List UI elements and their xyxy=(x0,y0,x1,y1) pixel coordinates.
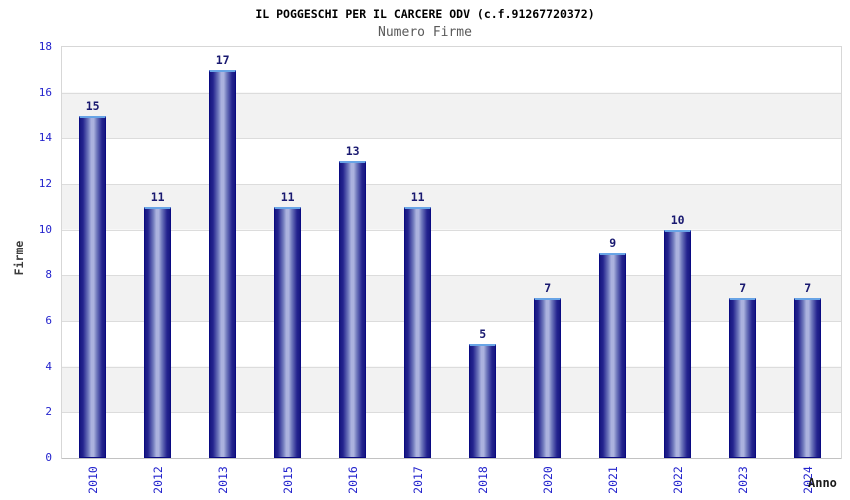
x-tick-text: 2013 xyxy=(215,466,230,494)
bar-2010 xyxy=(79,115,107,458)
x-tick-label-2017: 2017 xyxy=(408,462,428,498)
bar-value-label: 13 xyxy=(345,144,360,159)
gridline-y-8 xyxy=(62,275,841,277)
chart-subtitle: Numero Firme xyxy=(378,25,472,40)
x-tick-label-2018: 2018 xyxy=(473,462,493,498)
gridline-y-6 xyxy=(62,321,841,322)
y-tick-label: 2 xyxy=(45,405,52,419)
gridline-y-2 xyxy=(62,412,841,414)
bar-2022 xyxy=(664,229,692,458)
x-tick-text: 2018 xyxy=(475,466,490,494)
bar-2021 xyxy=(599,252,627,458)
x-tick-text: 2010 xyxy=(85,466,100,494)
gridline-y-10 xyxy=(62,229,841,231)
x-tick-text: 2017 xyxy=(410,466,425,494)
bar-2013 xyxy=(209,69,237,458)
x-tick-text: 2021 xyxy=(605,466,620,494)
y-tick-label: 6 xyxy=(45,314,52,327)
bar-2012 xyxy=(144,206,172,458)
gridline-y-14 xyxy=(62,138,841,140)
bar-value-label: 11 xyxy=(410,189,425,204)
x-tick-text: 2012 xyxy=(150,466,165,494)
bar-value-label: 15 xyxy=(85,98,100,113)
x-tick-text: 2016 xyxy=(345,466,360,494)
gridline-y-16 xyxy=(62,92,841,94)
bar-2023 xyxy=(729,298,757,458)
x-tick-label-2012: 2012 xyxy=(148,462,168,498)
bar-2016 xyxy=(339,161,367,458)
x-tick-label-2010: 2010 xyxy=(83,462,103,498)
gridline-y-4 xyxy=(62,366,841,368)
x-tick-label-2021: 2021 xyxy=(603,462,623,498)
x-tick-label-2013: 2013 xyxy=(213,462,233,498)
x-axis-title: Anno xyxy=(808,476,837,490)
x-tick-text: 2020 xyxy=(540,466,555,494)
x-tick-text: 2015 xyxy=(280,466,295,494)
bar-value-label: 11 xyxy=(150,189,165,204)
bar-value-label: 7 xyxy=(739,281,747,296)
y-tick-label: 16 xyxy=(38,85,52,99)
y-tick-label: 10 xyxy=(38,222,52,236)
x-tick-label-2023: 2023 xyxy=(733,462,753,498)
y-tick-label: 4 xyxy=(45,359,52,373)
y-tick-label: 14 xyxy=(38,131,52,145)
y-tick-label: 8 xyxy=(45,268,52,282)
y-tick-label: 0 xyxy=(45,451,52,464)
chart-title: IL POGGESCHI PER IL CARCERE ODV (c.f.912… xyxy=(255,7,595,21)
bar-value-label: 9 xyxy=(609,235,617,250)
bar-2018 xyxy=(469,343,497,458)
x-axis-baseline xyxy=(62,458,841,459)
bar-value-label: 5 xyxy=(479,326,487,341)
bar-value-label: 7 xyxy=(544,281,552,296)
bar-value-label: 11 xyxy=(280,189,295,204)
bar-value-label: 17 xyxy=(215,52,230,67)
x-tick-label-2020: 2020 xyxy=(538,462,558,498)
x-tick-label-2022: 2022 xyxy=(668,462,688,498)
bar-2024 xyxy=(794,298,822,458)
gridline-y-12 xyxy=(62,184,841,185)
x-tick-text: 2023 xyxy=(735,466,750,494)
bar-2017 xyxy=(404,206,432,458)
y-tick-label: 12 xyxy=(38,177,52,190)
bar-value-label: 10 xyxy=(670,212,685,227)
y-tick-label: 18 xyxy=(38,40,52,53)
x-tick-label-2015: 2015 xyxy=(278,462,298,498)
x-tick-text: 2022 xyxy=(670,466,685,494)
plot-area: 15 11 17 11 13 11 5 7 9 10 7 7 xyxy=(61,46,842,459)
bar-2020 xyxy=(534,298,562,458)
bar-value-label: 7 xyxy=(804,281,812,296)
x-tick-label-2016: 2016 xyxy=(343,462,363,498)
bar-2015 xyxy=(274,206,302,458)
